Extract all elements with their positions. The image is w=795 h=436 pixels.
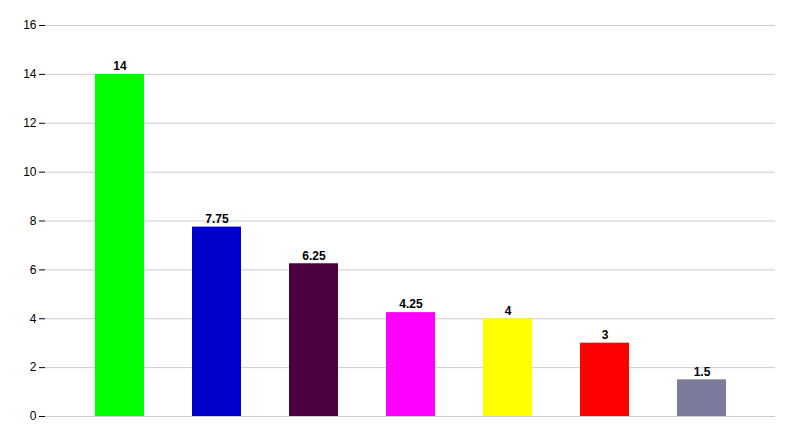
svg-text:12: 12 (23, 116, 37, 130)
svg-text:0: 0 (30, 409, 37, 423)
svg-text:4: 4 (30, 312, 37, 326)
svg-text:4: 4 (505, 304, 512, 318)
svg-text:7.75: 7.75 (205, 212, 229, 226)
svg-text:8: 8 (30, 214, 37, 228)
svg-text:10: 10 (23, 165, 37, 179)
svg-text:14: 14 (23, 67, 37, 81)
svg-text:6: 6 (30, 263, 37, 277)
svg-text:3: 3 (602, 328, 609, 342)
svg-text:16: 16 (23, 18, 37, 32)
svg-text:2: 2 (30, 360, 37, 374)
svg-text:1.5: 1.5 (694, 365, 711, 379)
svg-text:14: 14 (113, 59, 127, 73)
svg-text:6.25: 6.25 (302, 249, 326, 263)
svg-text:4.25: 4.25 (399, 297, 423, 311)
